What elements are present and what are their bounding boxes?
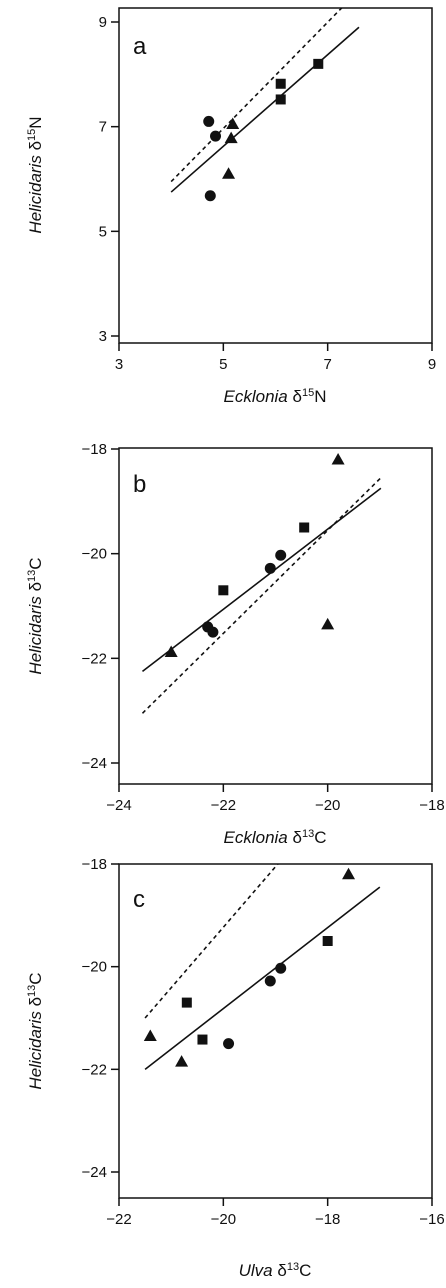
y-tick-label: 7 (99, 119, 107, 136)
triangle-point (321, 617, 335, 630)
y-tick-label: −20 (82, 546, 107, 563)
y-axis-label: Helicidaris δ15N (26, 116, 45, 233)
y-tick-label: −24 (82, 755, 107, 772)
triangle-point (342, 867, 356, 880)
y-tick-label: 9 (99, 14, 107, 31)
y-axis-ticks: 3 5 7 9 (99, 14, 119, 345)
x-tick-label: −18 (419, 797, 444, 814)
circle-point (264, 975, 276, 987)
square-point (313, 58, 324, 69)
dashed-fit-line (141, 477, 382, 714)
x-axis-label: Ecklonia δ15N (224, 387, 327, 406)
square-point (181, 997, 192, 1008)
y-tick-label: −18 (82, 856, 107, 873)
panel-label: b (133, 471, 146, 498)
x-axis-label: Ulva δ13C (239, 1261, 312, 1280)
x-tick-label: −22 (211, 797, 236, 814)
square-point (275, 94, 286, 105)
x-tick-label: −22 (106, 1211, 131, 1228)
triangle-point (331, 452, 345, 465)
solid-fit-line (141, 487, 382, 673)
triangle-point (226, 117, 240, 130)
solid-fit-line (144, 886, 381, 1070)
x-tick-label: 3 (115, 356, 123, 373)
panel-a: a 3 5 7 9 3 5 7 9 Ecklonia δ15N Helicidaris δ1… (26, 7, 436, 406)
triangle-point (143, 1029, 157, 1041)
data-points (164, 452, 345, 658)
y-tick-label: −22 (82, 650, 107, 667)
square-point (299, 522, 310, 533)
circle-point (207, 626, 219, 638)
circle-point (275, 549, 287, 561)
triangle-point (164, 645, 178, 658)
triangle-point (224, 131, 238, 144)
x-tick-label: −24 (106, 797, 131, 814)
panel-b: b −24 −22 −20 −18 −24 −22 −20 −18 Ecklonia δ13… (26, 441, 445, 847)
square-point (197, 1034, 208, 1045)
y-tick-label: −22 (82, 1061, 107, 1078)
data-points (143, 867, 356, 1067)
x-axis-ticks: −24 −22 −20 −18 (106, 784, 445, 814)
x-axis-ticks: −22 −20 −18 −16 (106, 1198, 445, 1228)
x-tick-label: 5 (219, 356, 227, 373)
y-axis-ticks: −24 −22 −20 −18 (82, 441, 119, 772)
dashed-fit-line (170, 8, 343, 183)
plot-frame (118, 447, 433, 785)
x-axis-ticks: 3 5 7 9 (115, 343, 436, 373)
x-tick-label: 7 (323, 356, 331, 373)
plot-frame (118, 7, 433, 344)
x-tick-label: −20 (211, 1211, 236, 1228)
y-tick-label: 5 (99, 223, 107, 240)
y-tick-label: 3 (99, 328, 107, 345)
x-tick-label: −18 (315, 1211, 340, 1228)
circle-point (223, 1038, 235, 1050)
circle-point (210, 130, 222, 142)
solid-fit-line (170, 26, 360, 193)
circle-point (204, 190, 216, 202)
circle-point (264, 562, 276, 574)
square-point (322, 936, 333, 946)
panel-c: c −22 −20 −18 −16 −24 −22 −20 −18 Ulva δ13C He… (26, 856, 445, 1280)
y-tick-label: −20 (82, 959, 107, 976)
square-point (218, 585, 229, 596)
triangle-point (222, 167, 236, 179)
x-axis-label: Ecklonia δ13C (224, 828, 327, 847)
y-tick-label: −24 (82, 1164, 107, 1181)
y-axis-label: Helicidaris δ13C (26, 972, 45, 1089)
dashed-fit-line (144, 864, 279, 1019)
panel-label: a (133, 33, 147, 60)
triangle-point (175, 1055, 189, 1067)
circle-point (203, 115, 215, 127)
fit-lines (170, 8, 360, 193)
plot-frame (118, 863, 433, 1199)
y-axis-label: Helicidaris δ13C (26, 557, 45, 674)
data-points (203, 58, 324, 202)
fit-lines (141, 477, 382, 714)
y-tick-label: −18 (82, 441, 107, 458)
square-point (275, 78, 286, 89)
circle-point (275, 962, 287, 974)
x-tick-label: −20 (315, 797, 340, 814)
panel-label: c (133, 886, 145, 913)
y-axis-ticks: −24 −22 −20 −18 (82, 856, 119, 1181)
x-tick-label: 9 (428, 356, 436, 373)
x-tick-label: −16 (419, 1211, 444, 1228)
fit-lines (144, 864, 381, 1070)
